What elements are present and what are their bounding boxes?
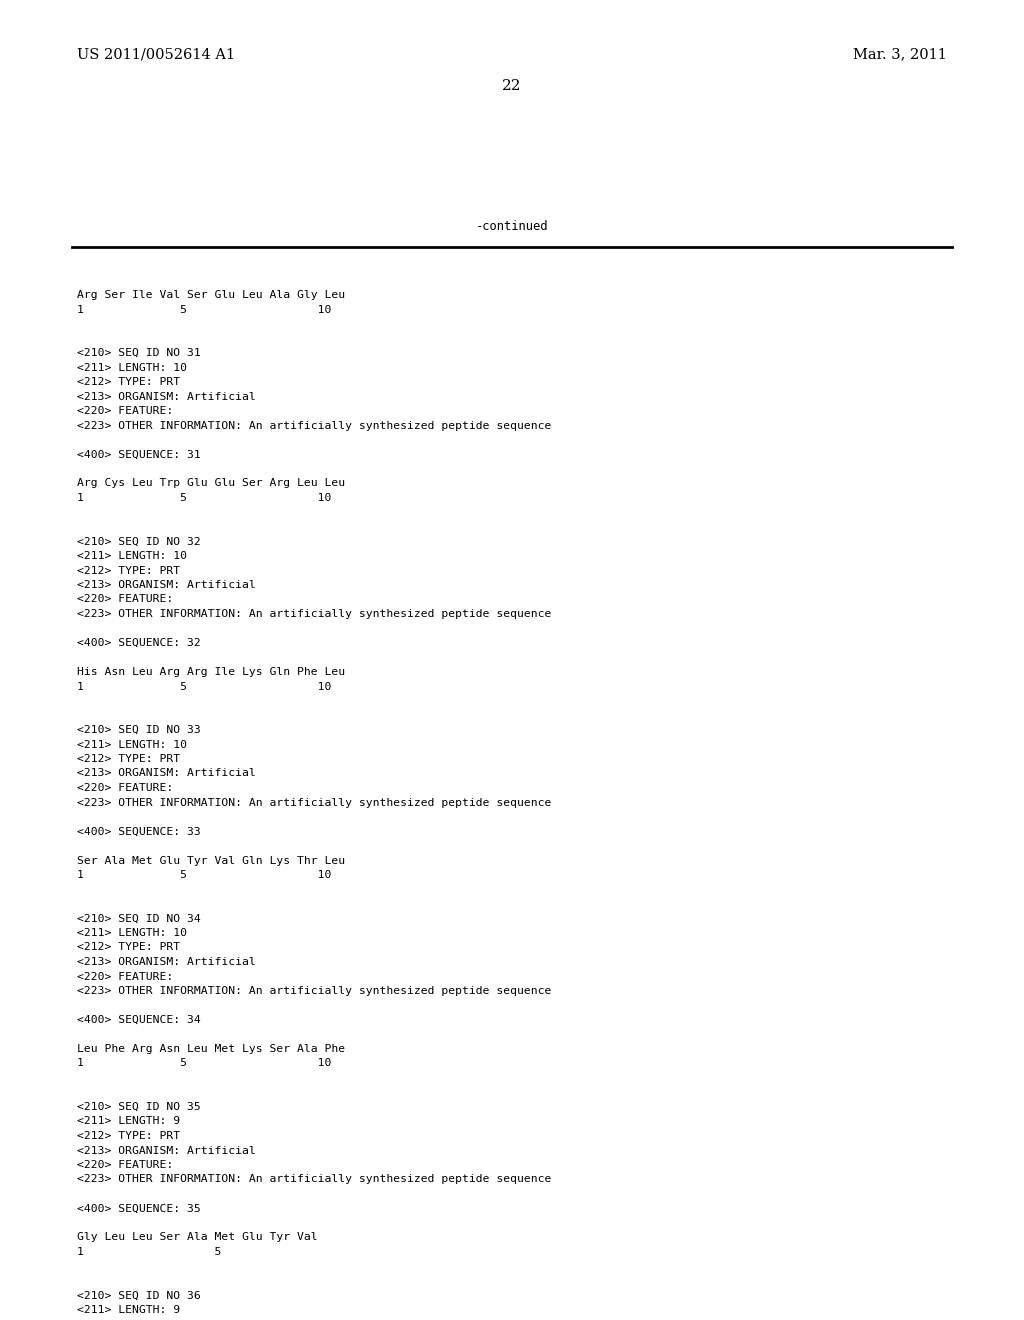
- Text: Arg Cys Leu Trp Glu Glu Ser Arg Leu Leu: Arg Cys Leu Trp Glu Glu Ser Arg Leu Leu: [77, 479, 345, 488]
- Text: <212> TYPE: PRT: <212> TYPE: PRT: [77, 378, 180, 387]
- Text: <212> TYPE: PRT: <212> TYPE: PRT: [77, 942, 180, 953]
- Text: 1              5                   10: 1 5 10: [77, 870, 332, 880]
- Text: <210> SEQ ID NO 34: <210> SEQ ID NO 34: [77, 913, 201, 924]
- Text: <220> FEATURE:: <220> FEATURE:: [77, 407, 173, 416]
- Text: <400> SEQUENCE: 33: <400> SEQUENCE: 33: [77, 826, 201, 837]
- Text: <212> TYPE: PRT: <212> TYPE: PRT: [77, 754, 180, 764]
- Text: <223> OTHER INFORMATION: An artificially synthesized peptide sequence: <223> OTHER INFORMATION: An artificially…: [77, 986, 551, 997]
- Text: <213> ORGANISM: Artificial: <213> ORGANISM: Artificial: [77, 1146, 256, 1155]
- Text: <223> OTHER INFORMATION: An artificially synthesized peptide sequence: <223> OTHER INFORMATION: An artificially…: [77, 421, 551, 430]
- Text: <213> ORGANISM: Artificial: <213> ORGANISM: Artificial: [77, 957, 256, 968]
- Text: <220> FEATURE:: <220> FEATURE:: [77, 972, 173, 982]
- Text: Gly Leu Leu Ser Ala Met Glu Tyr Val: Gly Leu Leu Ser Ala Met Glu Tyr Val: [77, 1233, 317, 1242]
- Text: -continued: -continued: [476, 220, 548, 234]
- Text: Leu Phe Arg Asn Leu Met Lys Ser Ala Phe: Leu Phe Arg Asn Leu Met Lys Ser Ala Phe: [77, 1044, 345, 1053]
- Text: Arg Ser Ile Val Ser Glu Leu Ala Gly Leu: Arg Ser Ile Val Ser Glu Leu Ala Gly Leu: [77, 290, 345, 300]
- Text: <210> SEQ ID NO 35: <210> SEQ ID NO 35: [77, 1102, 201, 1111]
- Text: <212> TYPE: PRT: <212> TYPE: PRT: [77, 1131, 180, 1140]
- Text: 1              5                   10: 1 5 10: [77, 492, 332, 503]
- Text: <223> OTHER INFORMATION: An artificially synthesized peptide sequence: <223> OTHER INFORMATION: An artificially…: [77, 797, 551, 808]
- Text: 22: 22: [502, 79, 522, 92]
- Text: 1              5                   10: 1 5 10: [77, 681, 332, 692]
- Text: <210> SEQ ID NO 33: <210> SEQ ID NO 33: [77, 725, 201, 735]
- Text: 1              5                   10: 1 5 10: [77, 305, 332, 314]
- Text: <211> LENGTH: 10: <211> LENGTH: 10: [77, 928, 187, 939]
- Text: His Asn Leu Arg Arg Ile Lys Gln Phe Leu: His Asn Leu Arg Arg Ile Lys Gln Phe Leu: [77, 667, 345, 677]
- Text: Ser Ala Met Glu Tyr Val Gln Lys Thr Leu: Ser Ala Met Glu Tyr Val Gln Lys Thr Leu: [77, 855, 345, 866]
- Text: <211> LENGTH: 10: <211> LENGTH: 10: [77, 363, 187, 372]
- Text: <211> LENGTH: 9: <211> LENGTH: 9: [77, 1117, 180, 1126]
- Text: <213> ORGANISM: Artificial: <213> ORGANISM: Artificial: [77, 579, 256, 590]
- Text: <220> FEATURE:: <220> FEATURE:: [77, 783, 173, 793]
- Text: <400> SEQUENCE: 35: <400> SEQUENCE: 35: [77, 1204, 201, 1213]
- Text: <220> FEATURE:: <220> FEATURE:: [77, 1160, 173, 1170]
- Text: <220> FEATURE:: <220> FEATURE:: [77, 594, 173, 605]
- Text: <210> SEQ ID NO 32: <210> SEQ ID NO 32: [77, 536, 201, 546]
- Text: <400> SEQUENCE: 34: <400> SEQUENCE: 34: [77, 1015, 201, 1026]
- Text: <213> ORGANISM: Artificial: <213> ORGANISM: Artificial: [77, 768, 256, 779]
- Text: <212> TYPE: PRT: <212> TYPE: PRT: [77, 565, 180, 576]
- Text: 1                   5: 1 5: [77, 1247, 221, 1257]
- Text: <210> SEQ ID NO 31: <210> SEQ ID NO 31: [77, 348, 201, 358]
- Text: <400> SEQUENCE: 32: <400> SEQUENCE: 32: [77, 638, 201, 648]
- Text: <213> ORGANISM: Artificial: <213> ORGANISM: Artificial: [77, 392, 256, 401]
- Text: <210> SEQ ID NO 36: <210> SEQ ID NO 36: [77, 1291, 201, 1300]
- Text: <223> OTHER INFORMATION: An artificially synthesized peptide sequence: <223> OTHER INFORMATION: An artificially…: [77, 609, 551, 619]
- Text: Mar. 3, 2011: Mar. 3, 2011: [853, 48, 947, 61]
- Text: 1              5                   10: 1 5 10: [77, 1059, 332, 1068]
- Text: US 2011/0052614 A1: US 2011/0052614 A1: [77, 48, 236, 61]
- Text: <223> OTHER INFORMATION: An artificially synthesized peptide sequence: <223> OTHER INFORMATION: An artificially…: [77, 1175, 551, 1184]
- Text: <211> LENGTH: 9: <211> LENGTH: 9: [77, 1305, 180, 1315]
- Text: <400> SEQUENCE: 31: <400> SEQUENCE: 31: [77, 450, 201, 459]
- Text: <211> LENGTH: 10: <211> LENGTH: 10: [77, 739, 187, 750]
- Text: <211> LENGTH: 10: <211> LENGTH: 10: [77, 550, 187, 561]
